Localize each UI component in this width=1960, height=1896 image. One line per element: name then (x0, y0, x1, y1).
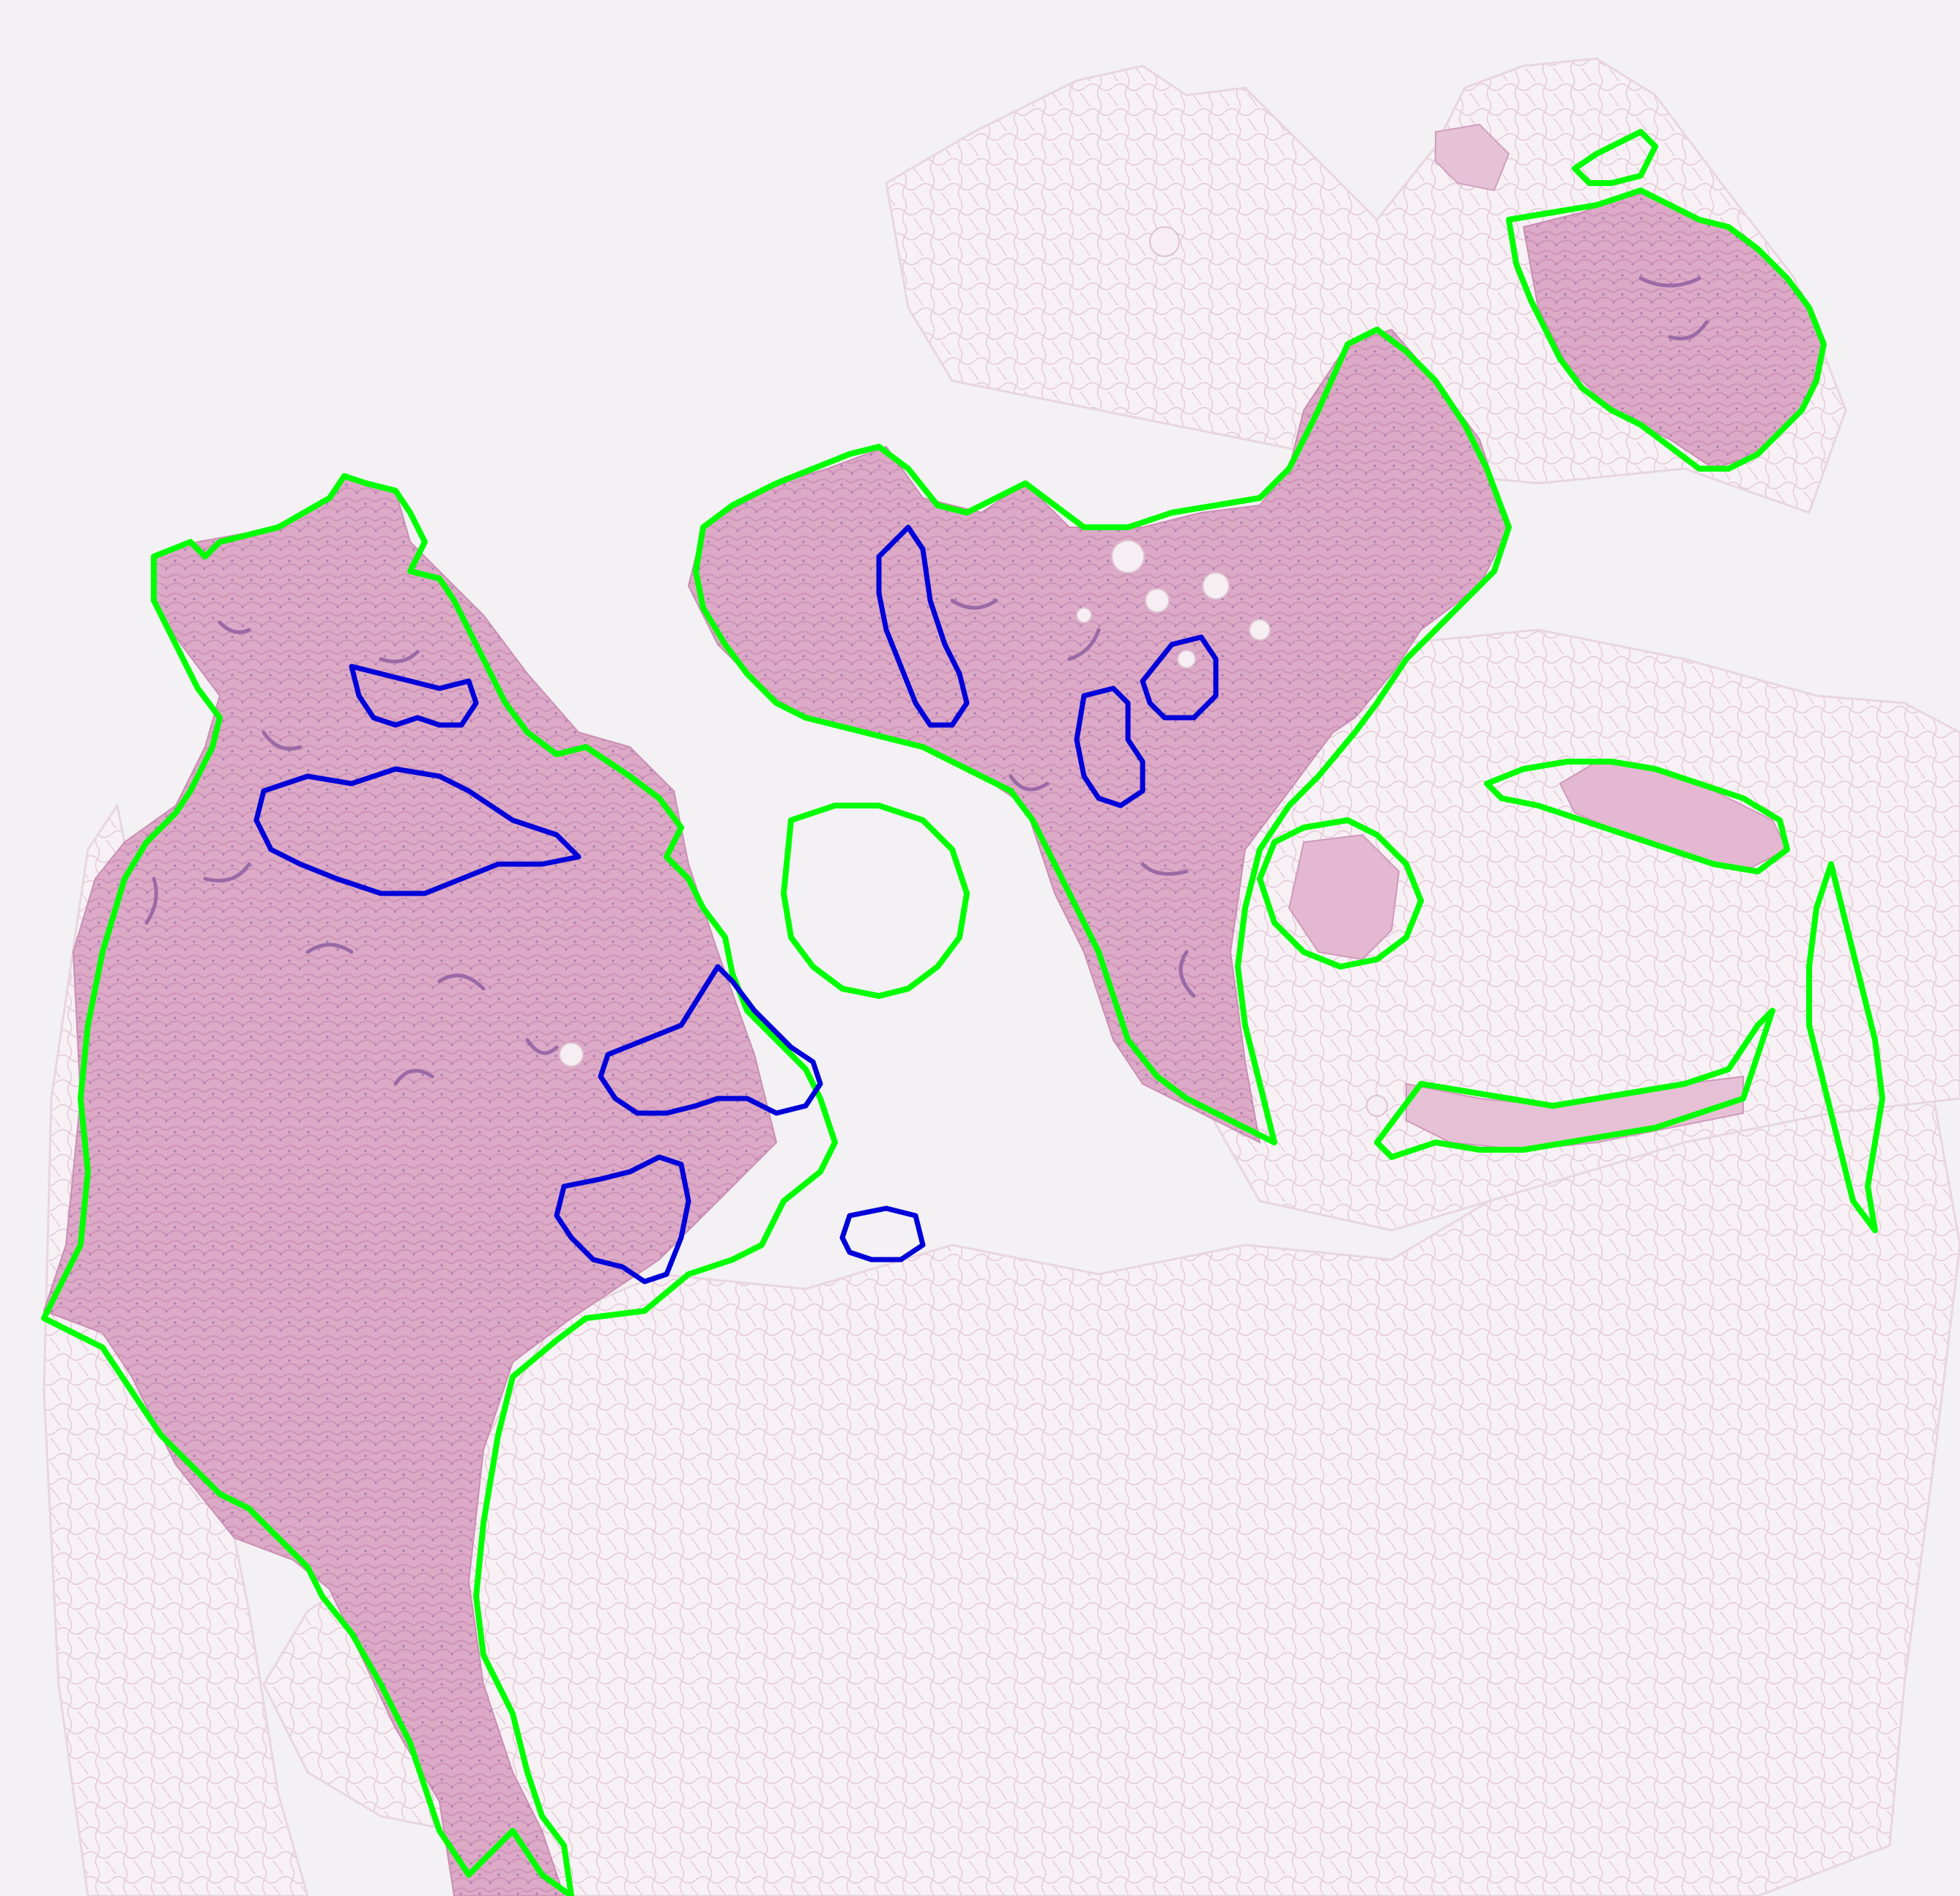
green-annotation-middle-region[interactable] (693, 327, 1512, 1145)
green-annotation-right-strand[interactable] (1484, 759, 1790, 874)
green-annotation-upper-right-region[interactable] (1506, 187, 1827, 472)
blue-annotation-lesion[interactable] (349, 663, 479, 728)
fat-vacuoles (559, 226, 1388, 1117)
green-annotation-far-right-strand[interactable] (1806, 861, 1885, 1233)
duct (144, 620, 420, 954)
blue-annotation-lesion[interactable] (554, 1154, 691, 1285)
blue-annotation-lesion[interactable] (1140, 634, 1219, 721)
vacuole (1149, 226, 1180, 257)
green-annotation-outline-icon (41, 129, 1885, 1896)
vacuole (559, 1042, 584, 1067)
duct-structures (144, 276, 1709, 1086)
stroma-tissue (42, 123, 1825, 1896)
stroma-region-left (42, 475, 778, 1896)
green-annotation-lower-right-strand[interactable] (1374, 1008, 1775, 1160)
blue-annotation-outline-icon (253, 524, 1219, 1285)
vacuole (1177, 650, 1196, 669)
vacuole (1249, 619, 1271, 641)
green-annotation-left-region[interactable] (41, 473, 838, 1896)
vacuole (1111, 540, 1145, 573)
green-annotation-islet[interactable] (1257, 817, 1424, 970)
duct (950, 598, 1196, 998)
vacuole (1076, 607, 1092, 623)
duct (393, 973, 559, 1086)
stroma-strand-top (1435, 123, 1510, 192)
vacuole (1202, 572, 1230, 600)
stroma-islet-right (1288, 833, 1400, 961)
vacuole (1366, 1095, 1388, 1117)
green-annotation-top-strand[interactable] (1572, 129, 1658, 186)
blue-annotation-lesion[interactable] (598, 964, 823, 1116)
blue-annotation-lesion[interactable] (839, 1205, 926, 1263)
blue-annotation-lesion[interactable] (253, 766, 582, 896)
vacuole (1145, 588, 1170, 613)
duct (1638, 276, 1709, 341)
blue-annotation-lesion[interactable] (1074, 685, 1146, 808)
green-annotation-fat-pocket[interactable] (781, 803, 970, 999)
blue-annotation-lesion[interactable] (876, 524, 970, 728)
